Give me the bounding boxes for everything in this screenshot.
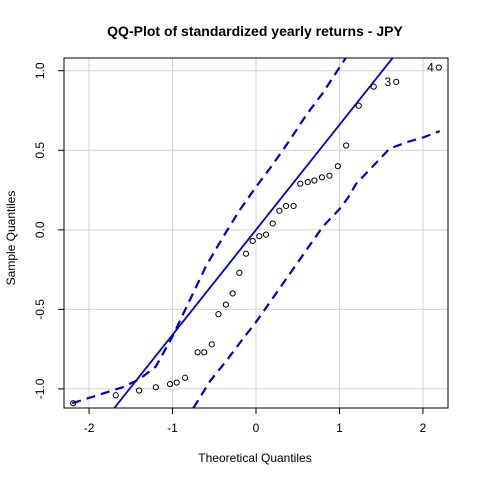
data-point <box>269 220 276 227</box>
data-point <box>242 250 250 257</box>
y-tick-label: 0.0 <box>33 221 47 238</box>
x-tick-label: 1 <box>336 421 343 435</box>
grid <box>64 58 448 408</box>
data-point <box>256 233 263 240</box>
lower-envelope <box>192 130 441 408</box>
data-point <box>194 349 201 356</box>
data-point <box>370 83 377 90</box>
data-point <box>249 237 256 245</box>
data-point <box>262 231 270 238</box>
point-label: 4 <box>427 61 434 75</box>
data-point <box>435 64 442 71</box>
data-point <box>136 387 143 394</box>
upper-envelope <box>71 58 348 405</box>
y-axis: -1.0 -0.5 0.0 0.5 1.0 <box>33 62 64 399</box>
data-point <box>181 374 189 381</box>
data-point <box>311 177 318 184</box>
reference-line <box>113 58 394 408</box>
y-tick-label: -0.5 <box>33 299 47 320</box>
x-tick-label: -2 <box>84 421 95 435</box>
y-axis-label: Sample Quantiles <box>4 191 18 286</box>
data-point <box>236 269 243 276</box>
y-tick-label: -1.0 <box>33 378 47 399</box>
y-tick-label: 1.0 <box>33 62 47 79</box>
data-point <box>304 178 311 186</box>
data-point <box>112 392 119 399</box>
data-point <box>355 102 362 109</box>
data-point <box>215 311 222 318</box>
data-point <box>334 163 341 170</box>
data-point <box>276 207 283 214</box>
data-points <box>70 64 442 407</box>
data-point <box>297 180 304 187</box>
data-point <box>290 202 297 210</box>
data-point <box>229 290 236 297</box>
data-point <box>222 301 230 308</box>
data-point <box>318 174 326 181</box>
data-point <box>166 381 174 388</box>
data-point <box>70 400 77 407</box>
data-point <box>173 379 180 386</box>
data-point <box>343 142 350 149</box>
data-point <box>282 202 290 210</box>
x-tick-label: -1 <box>167 421 178 435</box>
x-tick-label: 0 <box>253 421 260 435</box>
y-tick-label: 0.5 <box>33 142 47 159</box>
confidence-envelope <box>71 58 441 408</box>
x-axis: -2 -1 0 1 2 <box>84 408 427 435</box>
data-point <box>201 349 208 356</box>
x-tick-label: 2 <box>420 421 427 435</box>
chart-title: QQ-Plot of standardized yearly returns -… <box>107 23 403 39</box>
data-point <box>208 341 215 348</box>
x-axis-label: Theoretical Quantiles <box>198 451 311 465</box>
data-point <box>152 384 159 391</box>
point-annotations: 43 <box>385 61 435 89</box>
point-label: 3 <box>385 75 392 89</box>
data-point <box>393 78 400 85</box>
reference-line-group <box>113 58 394 408</box>
data-point <box>326 172 333 179</box>
